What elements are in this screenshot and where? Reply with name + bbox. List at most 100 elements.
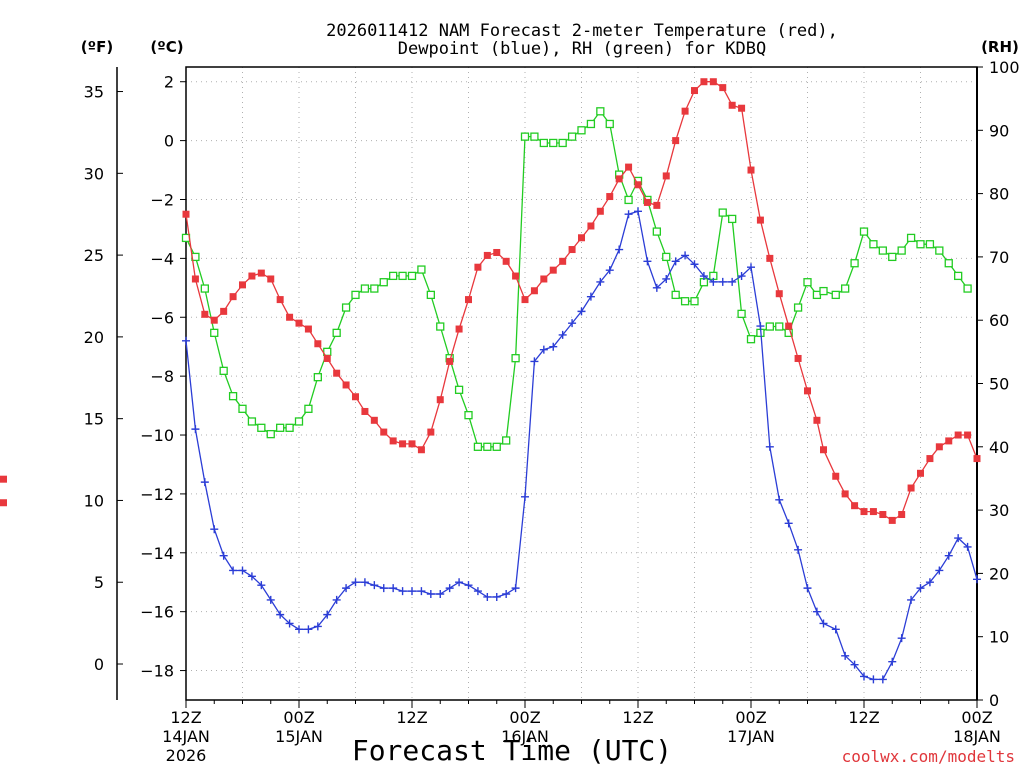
dewpoint-point [182, 336, 190, 345]
rh-point [935, 246, 944, 255]
rh-point [558, 138, 567, 148]
fahrenheit-tick-label: 35 [84, 83, 104, 102]
dewpoint-point [944, 551, 953, 560]
rh-point [313, 373, 322, 382]
temperature-point [869, 508, 877, 516]
rh-point [351, 290, 360, 300]
temperature-point [276, 296, 284, 304]
temperature-point [643, 198, 651, 206]
dewpoint-point [530, 357, 539, 366]
temperature-point [342, 381, 350, 389]
dewpoint-point [266, 595, 275, 604]
temperature-point [286, 313, 294, 321]
rh-tick-label: 30 [989, 501, 1009, 520]
temperature-point [229, 293, 237, 301]
dewpoint-point [455, 578, 464, 587]
dewpoint-point [408, 587, 416, 596]
rh-point [210, 328, 219, 338]
celsius-tick-label: −16 [140, 603, 174, 622]
dewpoint-point [963, 542, 972, 551]
temperature-point [455, 325, 463, 333]
dewpoint-point [699, 272, 708, 281]
series-temperature [0, 78, 981, 524]
dewpoint-point [803, 584, 812, 593]
rh-tick-label: 70 [989, 248, 1009, 267]
rh-point [850, 259, 859, 268]
dewpoint-point [615, 245, 624, 254]
dewpoint-point [370, 581, 379, 590]
temperature-point [775, 290, 783, 298]
rh-point [831, 290, 840, 300]
temperature-point [446, 357, 454, 365]
dewpoint-point [304, 625, 313, 634]
dewpoint-point [210, 525, 219, 534]
temperature-point [738, 104, 746, 112]
temperature-point [945, 437, 953, 445]
temperature-point [493, 248, 501, 256]
axes: 20−2−4−6−8−10−12−14−16−18353025201510501… [84, 58, 1020, 765]
temperature-point [267, 275, 275, 283]
dewpoint-point [473, 587, 482, 596]
dewpoint-point [323, 610, 332, 619]
dewpoint-point [794, 545, 803, 554]
temperature-point [333, 369, 341, 377]
series-rh [181, 107, 972, 451]
temperature-point [427, 428, 435, 436]
rh-point [341, 303, 351, 312]
dewpoint-point [775, 495, 784, 504]
temperature-point [820, 446, 828, 454]
rh-point [398, 271, 407, 281]
rh-point [596, 107, 605, 116]
dewpoint-point [709, 277, 718, 286]
temperature-point [756, 216, 764, 224]
temperature-point [709, 78, 717, 86]
rh-tick-label: 80 [989, 185, 1009, 204]
rh-point [859, 227, 869, 236]
dewpoint-point [389, 584, 398, 593]
temperature-point [615, 175, 623, 183]
dewpoint-point [417, 587, 426, 596]
celsius-tick-label: −2 [150, 190, 174, 209]
rh-point [718, 208, 727, 217]
dewpoint-point [888, 657, 897, 666]
temperature-point [785, 322, 793, 330]
series-dewpoint [182, 207, 981, 684]
rh-tick-label: 50 [989, 375, 1009, 394]
temperature-point [832, 472, 840, 480]
rh-point [549, 138, 558, 148]
rh-point [520, 132, 530, 141]
dewpoint-point [483, 592, 492, 601]
celsius-tick-label: 2 [164, 73, 174, 92]
rh-point [483, 442, 492, 451]
dewpoint-point [464, 581, 473, 590]
rh-point [869, 240, 878, 249]
temperature-point [540, 275, 548, 283]
dewpoint-point [351, 578, 360, 587]
temperature-point [370, 416, 378, 424]
dewpoint-point [784, 519, 793, 528]
x-tick-label-time: 12Z [170, 708, 201, 727]
temperature-point [973, 455, 981, 463]
rh-point [539, 138, 548, 148]
rh-tick-label: 100 [989, 58, 1020, 77]
temperature-point [653, 201, 661, 209]
rh-point [530, 132, 539, 141]
temperature-point [182, 210, 190, 218]
temperature-point [813, 416, 821, 424]
dewpoint-point [426, 590, 435, 599]
dewpoint-point [276, 610, 285, 619]
dewpoint-point [737, 272, 746, 281]
x-tick-label-time: 12Z [396, 708, 427, 727]
dewpoint-point [342, 584, 351, 593]
x-tick-label-date: 17JAN [727, 727, 775, 746]
rh-tick-label: 20 [989, 564, 1009, 583]
dewpoint-point [935, 566, 944, 575]
dewpoint-point [925, 578, 934, 587]
temperature-point [964, 431, 972, 439]
dewpoint-point [747, 263, 755, 272]
rh-point [370, 284, 379, 293]
rh-point [426, 290, 435, 300]
fahrenheit-tick-label: 0 [94, 655, 104, 674]
rh-point [294, 417, 304, 426]
rh-point [436, 322, 445, 331]
